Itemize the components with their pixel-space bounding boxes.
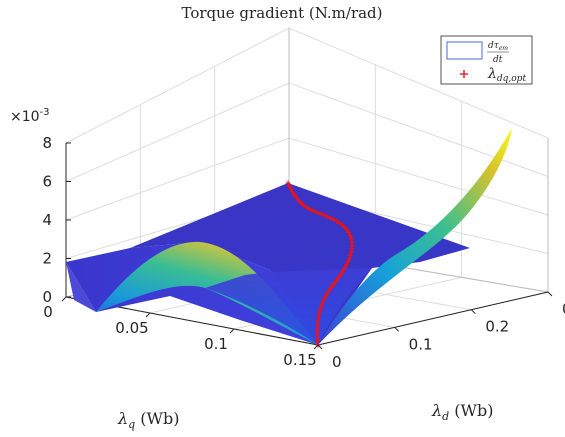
x-axis-label: λq (Wb) xyxy=(117,409,179,431)
x-tick xyxy=(313,344,319,350)
y-tick xyxy=(470,309,476,315)
y-tick xyxy=(394,326,400,332)
surface-left-ridge xyxy=(96,241,318,345)
y-tick xyxy=(317,344,323,350)
y-tick-label: 0.2 xyxy=(485,318,509,336)
x-tick-label: 0.1 xyxy=(204,335,228,353)
y-tick-label: 0.3 xyxy=(562,300,565,318)
x-tick xyxy=(145,312,151,318)
surface-right-ridge xyxy=(318,128,512,345)
surface-plateau xyxy=(130,183,470,345)
z-tick-label: 8 xyxy=(42,134,52,152)
z-tick-label: 2 xyxy=(42,250,52,268)
chart-title: Torque gradient (N.m/rad) xyxy=(181,4,382,22)
z-tick-label: 4 xyxy=(42,211,52,229)
y-tick-label: 0.1 xyxy=(409,335,433,353)
legend: dτem dt λdq,opt xyxy=(440,35,533,85)
legend-surface-label: dτem dt xyxy=(488,41,511,65)
y-axis-label: λd (Wb) xyxy=(431,401,493,423)
legend-surface-swatch xyxy=(446,41,483,60)
x-tick xyxy=(61,296,67,302)
optimal-trajectory-markers xyxy=(285,180,355,348)
axes-edge-front xyxy=(317,291,549,346)
z-tick-label: 0 xyxy=(42,288,52,306)
x-axis: 0 0.05 0.1 0.15 xyxy=(43,296,319,369)
x-tick-label: 0.15 xyxy=(283,351,316,369)
z-gridline xyxy=(65,82,549,182)
y-tick xyxy=(547,291,553,297)
z-tick-label: 6 xyxy=(42,173,52,191)
legend-marker-icon xyxy=(460,70,468,78)
surface-left-flank xyxy=(66,242,318,345)
z-axis: 0 2 4 6 8 xyxy=(42,134,71,306)
legend-marker-label: λdq,opt xyxy=(487,66,526,84)
surface-left-edge xyxy=(66,262,96,312)
y-tick-label: 0 xyxy=(332,353,342,371)
z-multiplier: ×10-3 xyxy=(10,107,50,125)
y-axis: 0 0.1 0.2 0.3 xyxy=(317,291,565,371)
x-tick-label: 0 xyxy=(43,303,53,321)
x-tick-label: 0.05 xyxy=(115,319,148,337)
x-tick xyxy=(229,328,235,334)
